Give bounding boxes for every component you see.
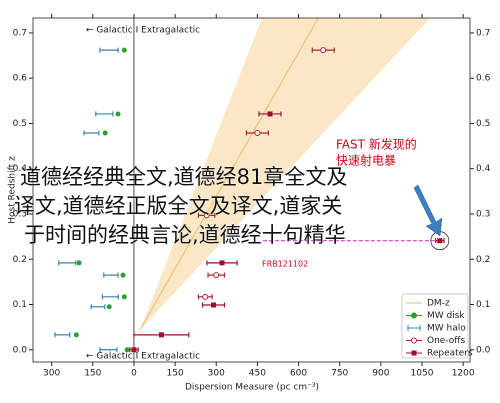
one-off-point bbox=[203, 212, 210, 219]
overlay-text: 于时间的经典言论,道德经十句精华 bbox=[24, 223, 346, 247]
disk-point bbox=[106, 304, 112, 310]
overlay-text: 道德经经典全文,道德经81章全文及 bbox=[20, 165, 347, 189]
arrow bbox=[413, 184, 443, 237]
repeater-point bbox=[158, 332, 164, 338]
legend-label: MW halo bbox=[427, 324, 466, 334]
y-tick-label: 0.7 bbox=[13, 28, 27, 38]
x-axis-label: Dispersion Measure (pc cm⁻³) bbox=[185, 383, 319, 393]
annotation: ← Galactic I Extragalactic bbox=[86, 352, 200, 362]
repeater-point bbox=[131, 347, 137, 353]
repeater-point bbox=[437, 238, 443, 244]
series bbox=[73, 47, 130, 353]
legend-label: One-offs bbox=[427, 336, 465, 346]
disk-point bbox=[76, 260, 82, 266]
disk-point bbox=[120, 272, 126, 278]
annotation: ← Galactic I Extragalactic bbox=[86, 26, 200, 36]
series bbox=[54, 47, 119, 353]
legend-label: Repeaters bbox=[427, 349, 473, 359]
y-tick-label: 0.5 bbox=[476, 119, 490, 129]
annotation: 快速射电暴 bbox=[336, 153, 396, 168]
series bbox=[129, 111, 445, 353]
y-tick-label: 0.1 bbox=[476, 300, 490, 310]
legend-label: DM-z bbox=[427, 299, 450, 309]
x-tick-label: 1050 bbox=[411, 369, 434, 379]
y-tick-label: 0.4 bbox=[476, 164, 491, 174]
y-tick-label: 0.5 bbox=[13, 119, 27, 129]
repeater-point bbox=[211, 302, 217, 308]
disk-point bbox=[115, 111, 121, 117]
annotation: FRB121102 bbox=[262, 260, 308, 269]
one-off-point bbox=[213, 272, 220, 279]
y-tick-label: 0.7 bbox=[476, 28, 490, 38]
legend-label: MW disk bbox=[427, 311, 465, 321]
y-tick-label: 0.2 bbox=[476, 255, 490, 265]
repeater-point bbox=[267, 111, 273, 117]
y-tick-label: 0.6 bbox=[476, 74, 491, 84]
x-tick-label: 900 bbox=[372, 369, 389, 379]
one-off-point bbox=[202, 293, 209, 300]
one-off-point bbox=[254, 129, 261, 136]
legend-swatch bbox=[411, 350, 417, 356]
y-tick-label: 0.3 bbox=[13, 209, 27, 219]
plot-frame bbox=[32, 17, 471, 363]
y-axis-label: Host Redshift z bbox=[8, 156, 18, 224]
x-tick-label: 600 bbox=[290, 369, 307, 379]
dmz-line bbox=[139, 17, 319, 331]
series bbox=[197, 47, 335, 300]
x-tick-label: 450 bbox=[249, 369, 266, 379]
y-tick-label: 0.0 bbox=[13, 345, 28, 355]
legend-box bbox=[401, 293, 469, 359]
overlay-text: 译文,道德经正版全文及译文,道家关 bbox=[14, 194, 342, 218]
x-tick-label: 300 bbox=[43, 369, 60, 379]
x-tick-label: 0 bbox=[131, 369, 137, 379]
x-tick-label: 150 bbox=[167, 369, 184, 379]
disk-point bbox=[121, 47, 127, 53]
legend: DM-z MW disk MW halo One-offs Repeaters bbox=[401, 293, 473, 359]
x-tick-label: 300 bbox=[208, 369, 225, 379]
y-tick-label: 0.1 bbox=[13, 300, 27, 310]
disk-point bbox=[102, 130, 108, 136]
y-tick-label: 0.4 bbox=[13, 164, 28, 174]
x-tick-label: 1200 bbox=[452, 369, 475, 379]
disk-point bbox=[121, 294, 127, 300]
x-tick-label: 150 bbox=[84, 369, 101, 379]
legend-swatch bbox=[411, 312, 417, 319]
legend-swatch bbox=[411, 337, 417, 344]
y-tick-label: 0.0 bbox=[476, 345, 491, 355]
y-tick-label: 0.3 bbox=[476, 209, 490, 219]
repeater-point bbox=[219, 260, 225, 266]
one-off-point bbox=[320, 47, 327, 54]
x-tick-label: 750 bbox=[331, 369, 348, 379]
annotation: FAST 新发现的 bbox=[336, 137, 417, 152]
dmz-band bbox=[139, 18, 431, 330]
y-tick-label: 0.2 bbox=[13, 255, 27, 265]
disk-point bbox=[124, 347, 130, 353]
disk-point bbox=[73, 332, 79, 338]
y-tick-label: 0.6 bbox=[13, 74, 28, 84]
